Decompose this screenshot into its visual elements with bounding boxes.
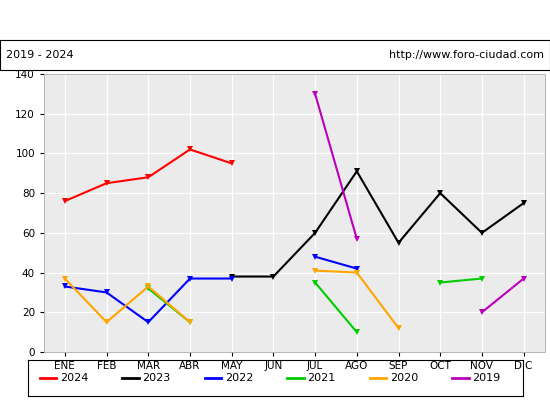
Text: 2019 - 2024: 2019 - 2024 — [6, 50, 73, 60]
Text: 2021: 2021 — [307, 373, 336, 383]
Text: 2020: 2020 — [389, 373, 418, 383]
Text: 2022: 2022 — [224, 373, 253, 383]
Text: 2019: 2019 — [472, 373, 500, 383]
Text: 2024: 2024 — [59, 373, 88, 383]
Text: Evolucion Nº Turistas Extranjeros en el municipio de Machácón: Evolucion Nº Turistas Extranjeros en el … — [45, 12, 505, 28]
Text: http://www.foro-ciudad.com: http://www.foro-ciudad.com — [389, 50, 544, 60]
Text: 2023: 2023 — [142, 373, 170, 383]
